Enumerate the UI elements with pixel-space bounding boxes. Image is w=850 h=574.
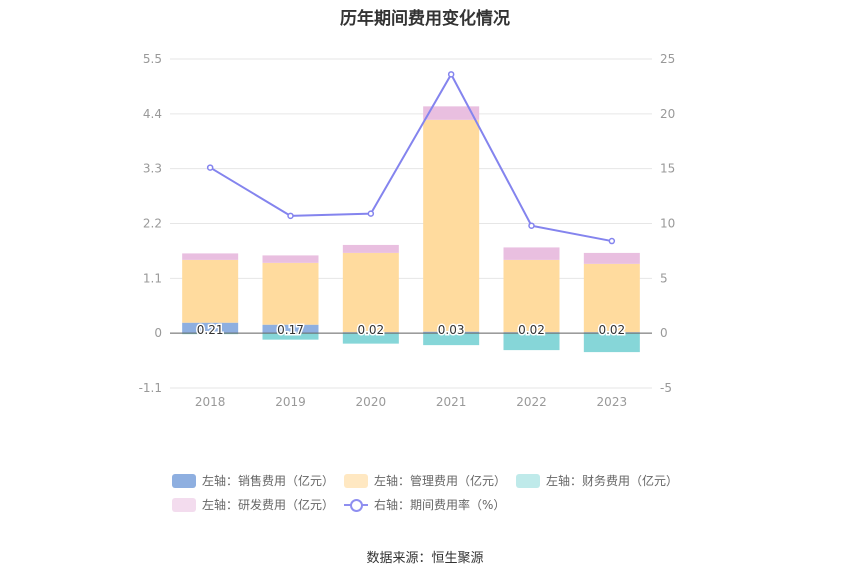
data-label: 0.17 [277,323,304,337]
legend-item-admin[interactable]: 左轴：管理费用（亿元） [344,472,506,489]
bar-admin [262,262,319,325]
right-axis-tick-label: 10 [660,217,675,231]
legend-label-expense-rate: 右轴：期间费用率（%） [374,498,506,512]
legend-swatch-admin [344,473,368,488]
data-label: 0.03 [438,323,465,337]
right-axis-tick-label: 0 [660,326,668,340]
left-axis-tick-label: -1.1 [139,381,162,395]
legend-label-rnd: 左轴：研发费用（亿元） [202,498,335,512]
bar-admin [342,252,399,333]
left-axis-tick-label: 4.4 [143,107,162,121]
bar-finance [423,333,480,346]
left-axis-tick-label: 1.1 [143,271,162,285]
legend-label-sales: 左轴：销售费用（亿元） [202,474,335,488]
x-axis-tick-label: 2018 [195,395,226,409]
bar-rnd [342,244,399,253]
legend-swatch-finance [516,473,540,488]
right-axis-tick-label: -5 [660,381,672,395]
right-axis-tick-label: 20 [660,107,675,121]
bar-sales [262,324,319,334]
legend-item-sales[interactable]: 左轴：销售费用（亿元） [172,472,334,489]
legend-swatch-sales [172,473,196,488]
x-axis-tick-label: 2023 [597,395,628,409]
x-axis-tick-label: 2019 [275,395,306,409]
line-point-expense-rate [287,212,294,220]
legend-item-finance[interactable]: 左轴：财务费用（亿元） [516,472,678,489]
bar-finance [342,333,399,344]
bar-admin [503,259,560,333]
line-point-expense-rate [447,71,455,78]
bar-finance [583,333,640,353]
right-axis-tick-label: 15 [660,162,675,176]
x-axis-tick-label: 2020 [356,395,387,409]
data-source: 数据来源：恒生聚源 [366,551,484,566]
line-point-expense-rate [608,237,616,245]
line-expense-rate [209,72,613,243]
chart-canvas: 5.5 25 4.4 20 3.3 15 2.2 10 1.1 5 0 0 -1.1 -5 2018 2019… [139,52,676,409]
legend-item-expense-rate[interactable]: 右轴：期间费用率（%） [344,496,505,513]
right-axis-tick-label: 5 [660,271,668,285]
bar-sales [182,322,239,334]
legend-item-rnd[interactable]: 左轴：研发费用（亿元） [172,496,334,513]
data-label: 0.02 [598,323,625,337]
data-label: 0.21 [197,323,224,337]
left-axis-tick-label: 5.5 [143,52,162,66]
left-axis-tick-label: 2.2 [143,217,162,231]
bar-admin [423,119,480,332]
bar-rnd [182,253,239,260]
bar-admin [182,259,239,323]
legend-label-finance: 左轴：财务费用（亿元） [546,474,679,488]
right-axis-tick-label: 25 [660,52,675,66]
x-axis-tick-label: 2022 [516,395,547,409]
legend-swatch-rnd [172,497,196,512]
left-axis-tick-label: 0 [154,326,162,340]
data-label: 0.02 [357,323,384,337]
line-point-expense-rate [367,210,375,217]
line-point-expense-rate [528,222,535,229]
bar-rnd [583,252,640,264]
bar-rnd [503,247,560,260]
chart-title: 历年期间费用变化情况 [340,9,510,29]
bar-rnd [262,255,319,263]
left-axis-tick-label: 3.3 [143,162,162,176]
legend-label-admin: 左轴：管理费用（亿元） [374,474,507,488]
bar-admin [583,263,640,333]
bar-rnd [423,106,480,120]
bar-finance [262,333,319,340]
line-point-expense-rate [206,164,214,171]
bar-sales [423,331,480,334]
data-label: 0.02 [518,323,545,337]
bar-finance [503,333,560,351]
x-axis-tick-label: 2021 [436,395,467,409]
legend-swatch-expense-rate [344,498,368,512]
